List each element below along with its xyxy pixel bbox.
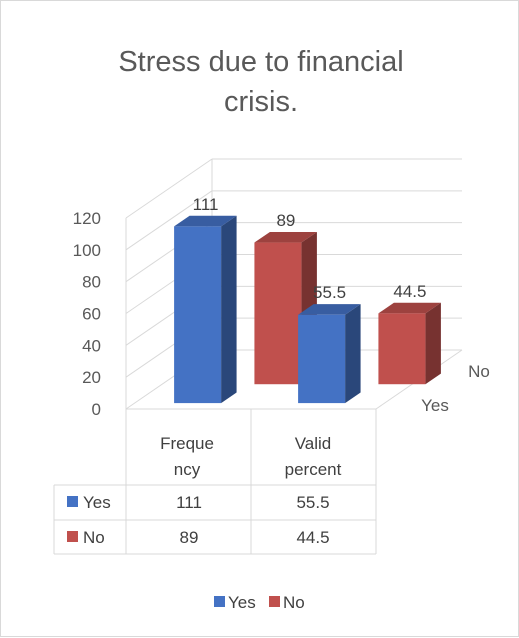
y-tick-label: 100: [73, 241, 101, 260]
bar-side-face: [425, 302, 441, 385]
bar-front-face: [378, 313, 426, 385]
bar-front-face: [298, 314, 346, 404]
depth-axis-label-no: No: [468, 362, 490, 381]
table-cell-yes-frequency: 111: [176, 493, 202, 512]
legend: Yes No: [214, 593, 305, 612]
table-cell-yes-valid-percent: 55.5: [296, 493, 329, 512]
y-tick-label: 120: [73, 209, 101, 228]
bar-top-face: [254, 231, 317, 243]
bar-top-face: [174, 215, 237, 227]
data-table: Freque ncy Valid percent Yes 111 55.5 No…: [53, 409, 377, 555]
bar-top-face: [378, 302, 441, 314]
legend-label-no: No: [283, 593, 305, 612]
legend-label-yes: Yes: [228, 593, 256, 612]
data-label-no-1: 44.5: [393, 282, 426, 301]
legend-swatch-yes: [214, 596, 225, 607]
bar-no-1: [378, 302, 441, 385]
chart-title-line-1: Stress due to financial: [118, 46, 403, 78]
bar-top-face: [298, 304, 361, 315]
bar-side-face: [345, 304, 361, 404]
y-tick-label: 60: [82, 305, 101, 324]
bar-yes-0: [174, 215, 237, 404]
gridline-slant: [125, 158, 213, 219]
category-label-valid-percent-line-1: Valid: [295, 434, 332, 453]
y-axis: 0 20 40 60 80 100 120: [73, 209, 101, 419]
bars: [174, 215, 441, 404]
table-row-label-no: No: [83, 528, 105, 547]
y-tick-label: 20: [82, 368, 101, 387]
data-labels: 89 44.5 111 55.5: [193, 195, 427, 302]
y-tick-label: 80: [82, 273, 101, 292]
chart-title-line-2: crisis.: [224, 86, 298, 118]
data-label-yes-0: 111: [193, 195, 219, 214]
gridline-slant: [125, 190, 213, 251]
category-label-frequency-line-2: ncy: [174, 460, 201, 479]
y-tick-label: 40: [82, 336, 101, 355]
data-label-yes-1: 55.5: [313, 283, 346, 302]
y-tick-label: 0: [92, 400, 101, 419]
category-label-frequency-line-1: Freque: [160, 434, 214, 453]
table-swatch-yes: [67, 496, 78, 507]
bar-side-face: [221, 215, 237, 404]
data-label-no-0: 89: [276, 211, 295, 230]
bar-front-face: [174, 226, 222, 404]
table-cell-no-valid-percent: 44.5: [296, 528, 329, 547]
bar-yes-1: [298, 304, 361, 404]
table-row-label-yes: Yes: [83, 493, 111, 512]
legend-swatch-no: [269, 596, 280, 607]
bar-front-face: [254, 242, 302, 385]
table-swatch-no: [67, 531, 78, 542]
table-cell-no-frequency: 89: [180, 528, 199, 547]
category-label-valid-percent-line-2: percent: [285, 460, 342, 479]
depth-axis-label-yes: Yes: [421, 396, 449, 415]
